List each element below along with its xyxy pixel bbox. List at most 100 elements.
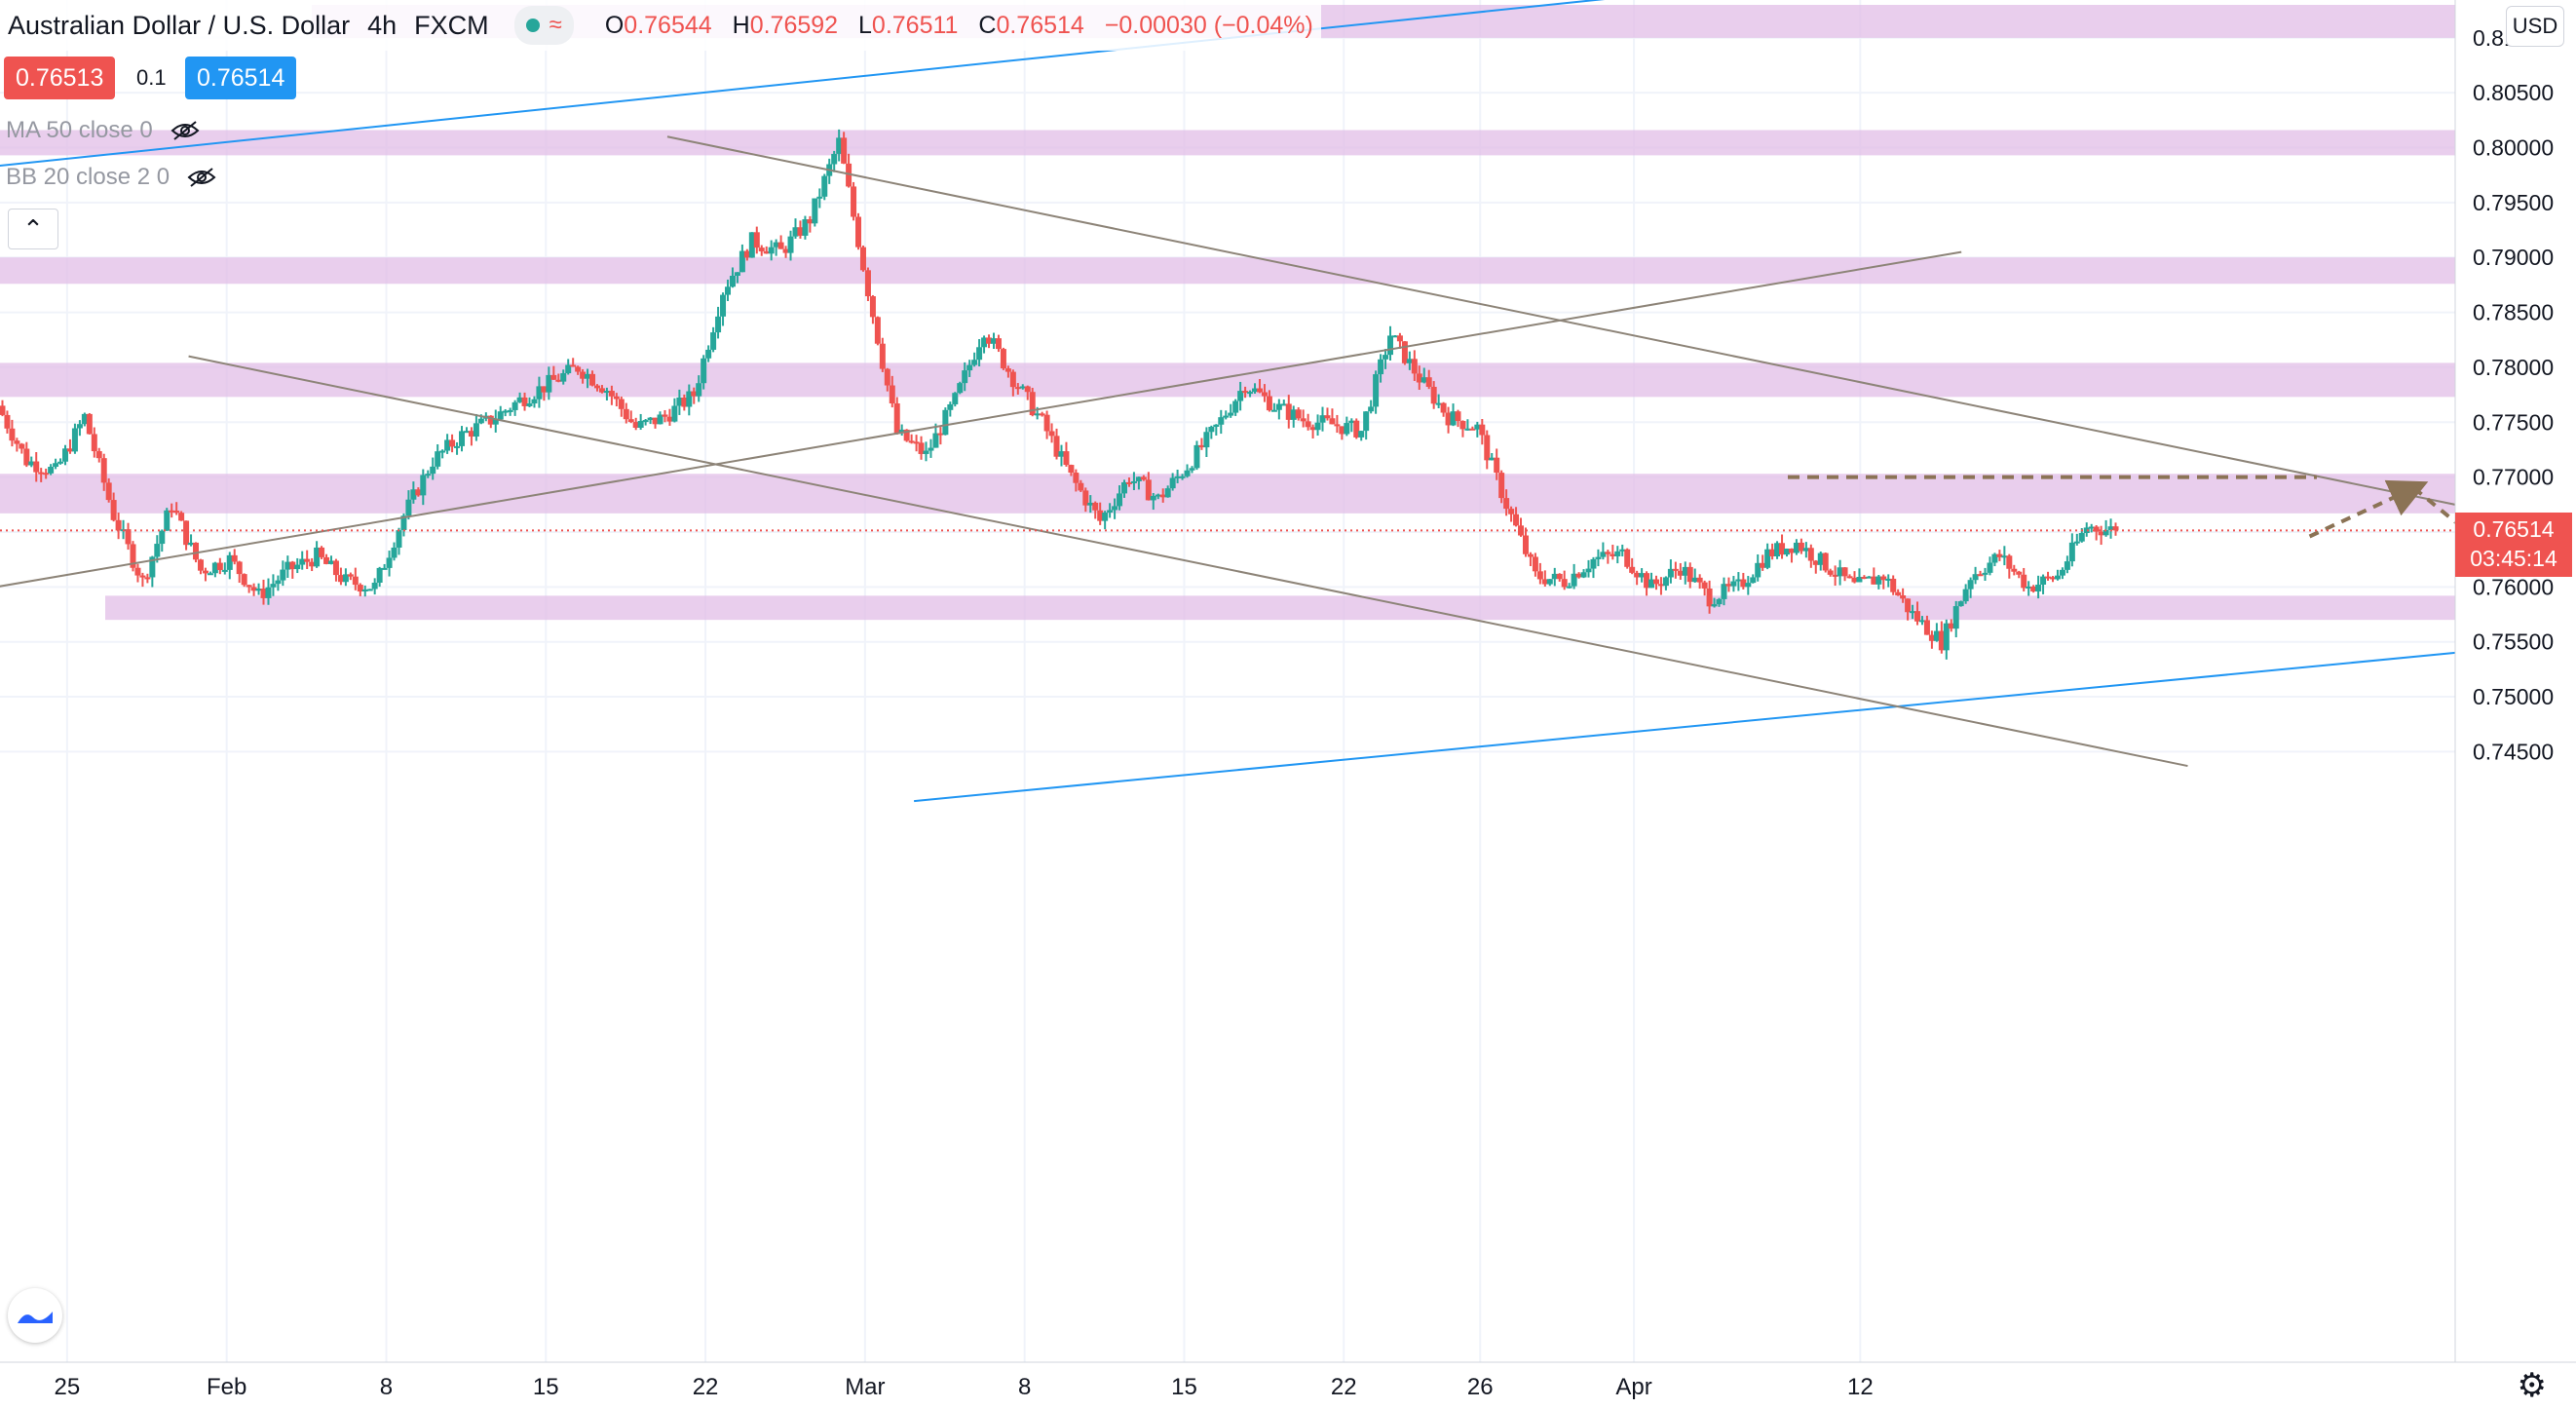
eye-off-icon[interactable] (187, 168, 216, 187)
candle-body (1755, 562, 1762, 578)
price-tick-label: 0.78500 (2473, 300, 2554, 325)
sell-button[interactable]: 0.76513 (4, 57, 116, 99)
zone-band (0, 474, 2455, 514)
candle-body (1334, 424, 1341, 427)
candle-body (676, 397, 683, 406)
symbol-title[interactable]: Australian Dollar / U.S. Dollar (8, 10, 351, 40)
candle-body (1078, 482, 1084, 491)
buy-button[interactable]: 0.76514 (185, 57, 297, 99)
candle-body (541, 386, 548, 393)
candle-body (9, 428, 16, 441)
projection-arrow (2412, 486, 2534, 587)
candle-body (376, 567, 383, 583)
candle-body (1014, 387, 1021, 390)
candle-body (681, 397, 688, 407)
candle-body (715, 316, 722, 333)
candle-body (294, 564, 301, 570)
candle-body (260, 589, 267, 598)
candle-body (889, 385, 895, 403)
candle-body (265, 587, 272, 598)
price-tick-label: 0.80500 (2473, 80, 2554, 105)
candle-body (1213, 424, 1220, 427)
candle-body (1793, 542, 1799, 553)
candle-body (2021, 574, 2027, 589)
candle-body (2035, 585, 2042, 591)
candle-body (1464, 428, 1471, 431)
chevron-up-icon[interactable]: ⌃ (8, 209, 58, 249)
candle-body (1536, 571, 1543, 580)
price-tick-label: 0.75000 (2473, 684, 2554, 709)
candle-body (1851, 577, 1858, 583)
candle-body (319, 547, 325, 557)
candle-body (1871, 576, 1877, 585)
candle-body (444, 439, 451, 451)
candle-body (686, 391, 693, 407)
candle-body (216, 562, 223, 570)
candle-body (589, 373, 596, 386)
candle-body (952, 393, 959, 404)
candle-body (1595, 556, 1602, 559)
candle-body (1082, 490, 1089, 506)
currency-button[interactable]: USD (2506, 6, 2564, 47)
candle-body (1817, 552, 1824, 565)
candle-body (1841, 567, 1848, 577)
candle-body (1614, 551, 1621, 556)
candle-body (2112, 526, 2119, 531)
candle-body (657, 414, 663, 425)
candle-body (1358, 431, 1365, 438)
candle-body (1378, 359, 1384, 375)
candle-body (327, 560, 334, 564)
ohlc-values: O0.76544 H0.76592 L0.76511 C0.76514 −0.0… (605, 12, 1313, 40)
eye-off-icon[interactable] (170, 121, 200, 140)
candle-body (1634, 572, 1641, 578)
candle-body (164, 510, 170, 531)
candle-body (2016, 571, 2023, 575)
indicator-ma[interactable]: MA 50 close 0 (6, 117, 200, 144)
candle-body (430, 466, 436, 475)
candle-body (202, 570, 208, 574)
candle-body (1784, 549, 1791, 555)
candle-body (1639, 573, 1646, 578)
candle-body (1972, 574, 1979, 581)
candle-body (144, 577, 151, 580)
candle-body (691, 391, 698, 397)
candle-body (246, 585, 252, 588)
candle-body (1373, 374, 1380, 407)
market-status-pill[interactable]: ≈ (513, 6, 574, 45)
candle-body (1967, 580, 1974, 590)
candle-body (782, 248, 789, 253)
candle-body (1629, 566, 1636, 573)
time-tick-label: 8 (1018, 1374, 1031, 1400)
candle-body (66, 448, 73, 452)
candle-body (1910, 611, 1916, 614)
candle-body (1135, 476, 1142, 481)
candle-body (1807, 548, 1814, 561)
gear-icon[interactable]: ⚙ (2517, 1367, 2547, 1404)
candle-body (986, 337, 993, 344)
candle-body (415, 489, 422, 496)
exchange-label: FXCM (414, 10, 489, 40)
candle-body (1150, 495, 1156, 501)
candle-body (270, 584, 277, 588)
interval-label[interactable]: 4h (367, 10, 398, 40)
candle-body (284, 561, 291, 570)
candle-body (289, 561, 296, 570)
candle-body (1339, 426, 1345, 435)
candle-body (753, 232, 760, 248)
candle-body (1551, 573, 1558, 580)
change-value: −0.00030 (−0.04%) (1104, 11, 1313, 39)
indicator-bb[interactable]: BB 20 close 2 0 (6, 164, 216, 191)
time-tick-label: 26 (1467, 1374, 1494, 1400)
open-label: O (604, 11, 625, 39)
candle-body (2054, 575, 2061, 580)
candle-body (1048, 431, 1055, 437)
tradingview-logo[interactable] (8, 1288, 62, 1343)
candle-body (1672, 568, 1679, 571)
candle-body (734, 272, 740, 276)
candle-body (1425, 377, 1432, 387)
time-tick-label: 22 (1331, 1374, 1357, 1400)
candle-body (531, 399, 538, 404)
candle-body (76, 424, 83, 429)
candle-body (1228, 412, 1234, 416)
